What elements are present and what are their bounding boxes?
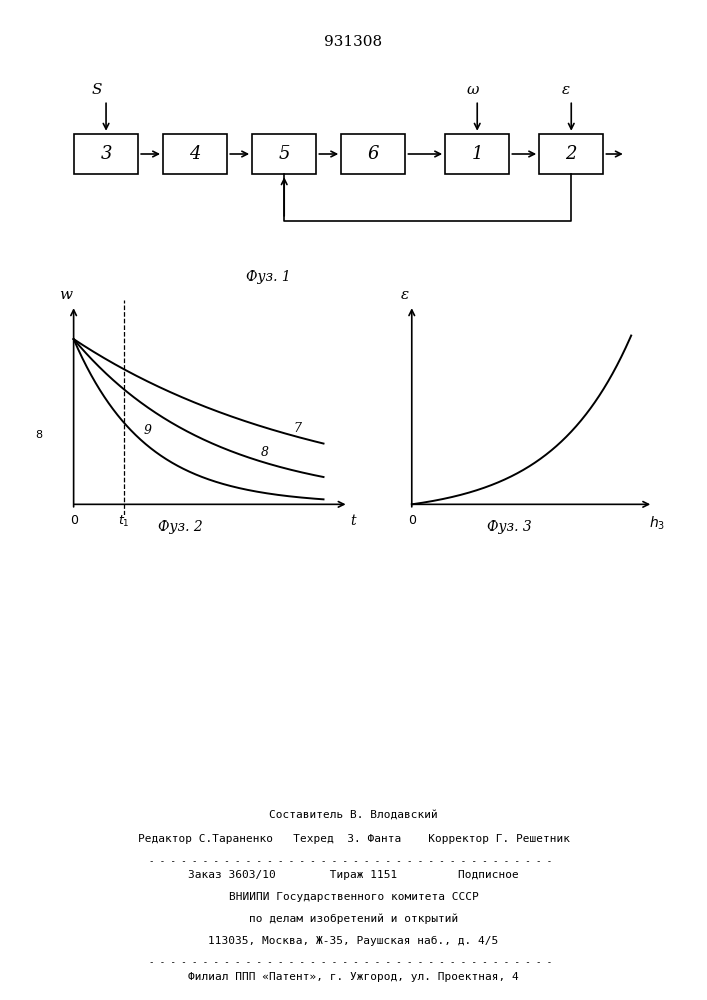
Bar — [341, 134, 405, 174]
Text: Заказ 3603/10        Тираж 1151         Подписное: Заказ 3603/10 Тираж 1151 Подписное — [188, 870, 519, 880]
Text: w: w — [59, 288, 73, 302]
Text: 9: 9 — [144, 424, 151, 437]
Text: Филиал ППП «Патент», г. Ужгород, ул. Проектная, 4: Филиал ППП «Патент», г. Ужгород, ул. Про… — [188, 972, 519, 982]
Text: 7: 7 — [293, 422, 301, 435]
Text: 3: 3 — [100, 145, 112, 163]
Text: $t_1$: $t_1$ — [118, 514, 129, 529]
Text: 931308: 931308 — [325, 35, 382, 49]
Bar — [163, 134, 227, 174]
Text: - - - - - - - - - - - - - - - - - - - - - - - - - - - - - - - - - - - - - -: - - - - - - - - - - - - - - - - - - - - … — [149, 958, 558, 967]
Text: ε: ε — [562, 83, 571, 97]
Bar — [539, 134, 603, 174]
Text: ε: ε — [401, 288, 409, 302]
Text: 2: 2 — [566, 145, 577, 163]
Text: Фуз. 2: Фуз. 2 — [158, 520, 203, 534]
Text: ω: ω — [466, 83, 479, 97]
Bar — [74, 134, 138, 174]
Text: 6: 6 — [368, 145, 379, 163]
Text: 8: 8 — [35, 430, 42, 440]
Text: по делам изобретений и открытий: по делам изобретений и открытий — [249, 914, 458, 924]
Text: Фуз. 1: Фуз. 1 — [246, 270, 291, 284]
Bar — [445, 134, 509, 174]
Text: 0: 0 — [408, 514, 416, 527]
Bar — [252, 134, 316, 174]
Text: Фуз. 3: Фуз. 3 — [486, 520, 532, 534]
Text: t: t — [351, 514, 356, 528]
Text: ВНИИПИ Государственного комитета СССР: ВНИИПИ Государственного комитета СССР — [228, 892, 479, 902]
Text: 0: 0 — [69, 514, 78, 527]
Text: Составитель В. Влодавский: Составитель В. Влодавский — [269, 810, 438, 820]
Text: 113035, Москва, Ж-35, Раушская наб., д. 4/5: 113035, Москва, Ж-35, Раушская наб., д. … — [209, 936, 498, 946]
Text: - - - - - - - - - - - - - - - - - - - - - - - - - - - - - - - - - - - - - -: - - - - - - - - - - - - - - - - - - - - … — [149, 857, 558, 866]
Text: 8: 8 — [261, 446, 269, 459]
Text: 4: 4 — [189, 145, 201, 163]
Text: 5: 5 — [279, 145, 290, 163]
Text: $h_3$: $h_3$ — [650, 514, 665, 532]
Text: 1: 1 — [472, 145, 483, 163]
Text: Редактор С.Тараненко   Техред  З. Фанта    Корректор Г. Решетник: Редактор С.Тараненко Техред З. Фанта Кор… — [137, 834, 570, 844]
Text: S: S — [92, 83, 103, 97]
